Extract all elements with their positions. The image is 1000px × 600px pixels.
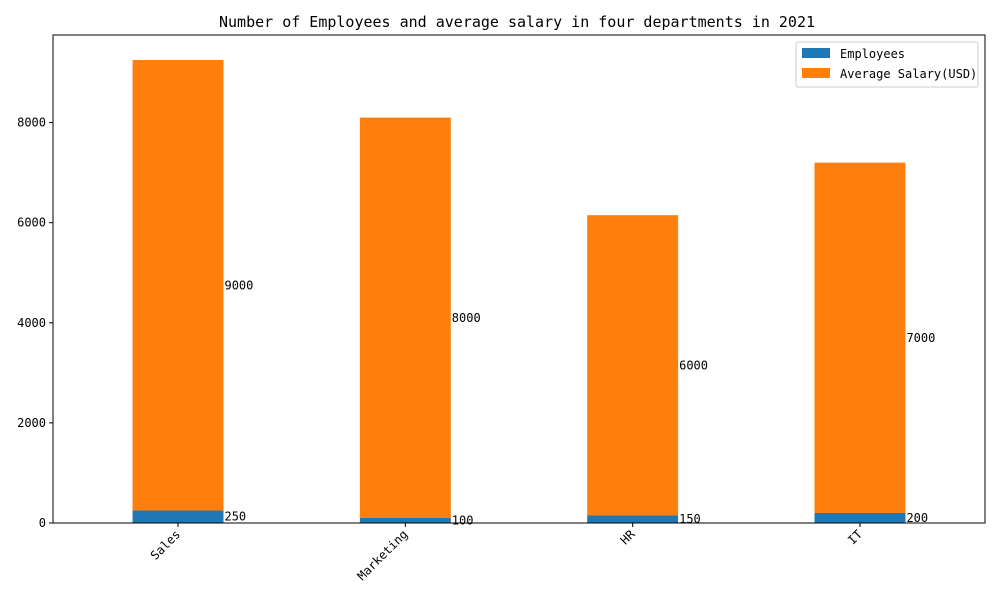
legend-box — [795, 41, 979, 88]
chart-title: Number of Employees and average salary i… — [219, 13, 815, 31]
y-tick-label: 4000 — [17, 316, 46, 330]
x-tick-label-marketing: Marketing — [355, 527, 411, 583]
data-label-hr-employees: 150 — [679, 512, 701, 526]
bar-marketing-salary — [359, 117, 451, 518]
y-tick-label: 8000 — [17, 116, 46, 130]
data-label-marketing-salary: 8000 — [452, 311, 481, 325]
y-tick-label: 6000 — [17, 216, 46, 230]
bar-hr-employees — [587, 515, 679, 523]
x-tick-label-sales: Sales — [148, 527, 183, 562]
legend-label-salary: Average Salary(USD) — [840, 67, 977, 81]
bar-sales-salary — [132, 60, 224, 511]
plot-frame — [52, 34, 986, 524]
y-tick-label: 0 — [39, 516, 46, 530]
legend-swatch-employees — [802, 48, 830, 58]
bars-group — [132, 60, 906, 523]
data-label-marketing-employees: 100 — [452, 513, 474, 527]
legend-label-employees: Employees — [840, 47, 905, 61]
data-label-it-salary: 7000 — [906, 331, 935, 345]
legend-swatch-salary — [802, 68, 830, 78]
data-label-sales-salary: 9000 — [224, 278, 253, 292]
bar-hr-salary — [587, 215, 679, 516]
legend: Employees Average Salary(USD) — [795, 41, 979, 88]
bar-it-employees — [814, 512, 906, 523]
y-tick-label: 2000 — [17, 416, 46, 430]
x-tick-label-it: IT — [845, 527, 865, 547]
data-label-it-employees: 200 — [906, 511, 928, 525]
data-label-hr-salary: 6000 — [679, 358, 708, 372]
bar-it-salary — [814, 162, 906, 513]
bar-sales-employees — [132, 510, 224, 523]
data-label-sales-employees: 250 — [224, 510, 246, 524]
bar-marketing-employees — [359, 517, 451, 523]
x-tick-label-hr: HR — [618, 527, 639, 548]
